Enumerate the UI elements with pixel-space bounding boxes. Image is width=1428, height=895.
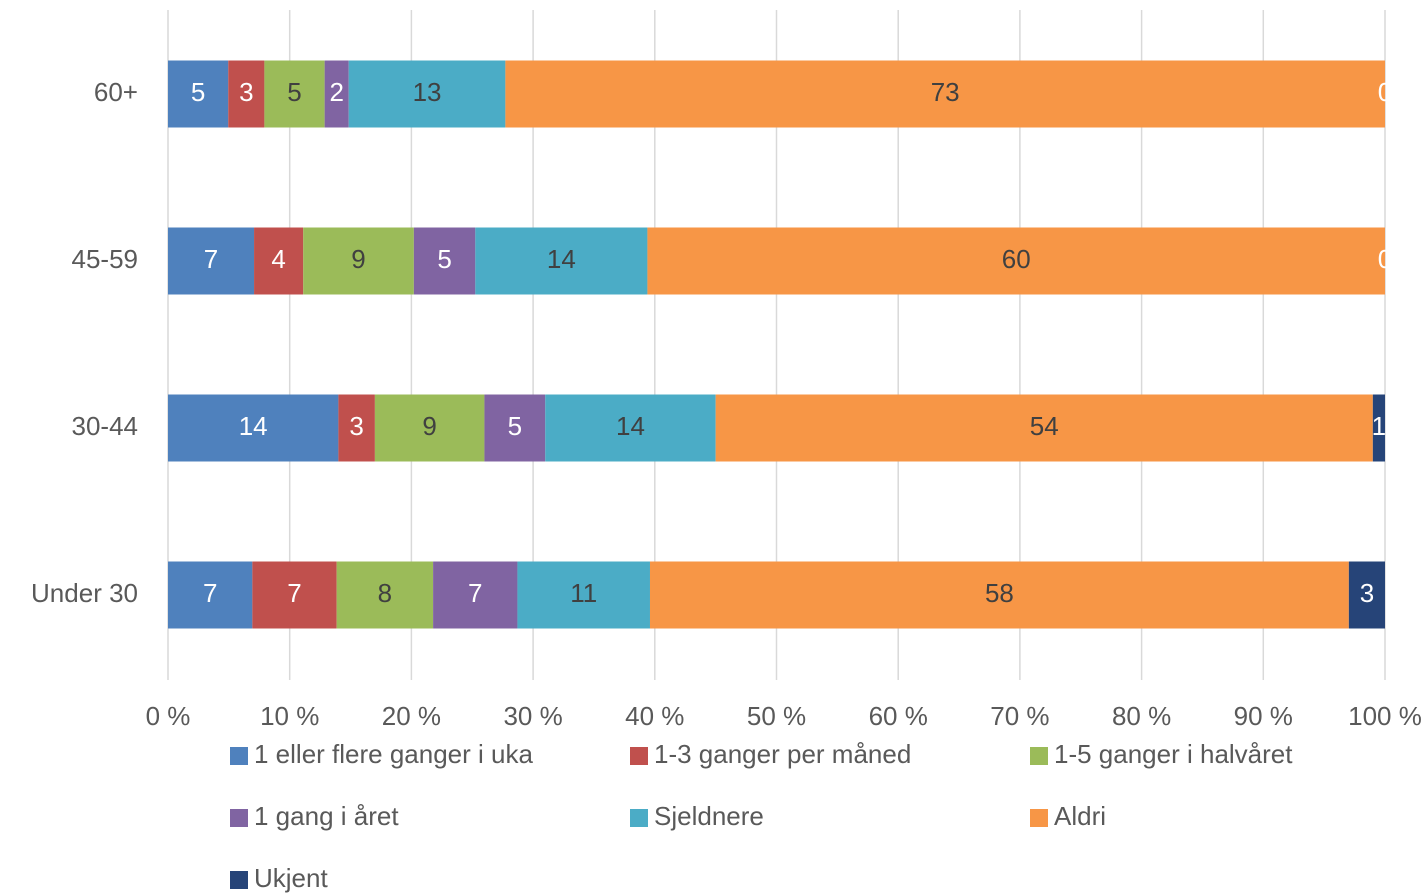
data-label: 54: [1030, 411, 1059, 441]
data-label: 5: [287, 77, 301, 107]
x-tick-label: 70 %: [990, 701, 1049, 731]
legend-swatch: [1030, 809, 1048, 827]
legend-swatch: [630, 747, 648, 765]
legend-label: Ukjent: [254, 863, 328, 893]
bar-segment: [252, 561, 337, 629]
bar-segment: [715, 394, 1373, 462]
data-label: 7: [203, 578, 217, 608]
x-tick-label: 30 %: [503, 701, 562, 731]
data-label: 2: [329, 77, 343, 107]
data-label: 1: [1372, 411, 1386, 441]
legend-swatch: [230, 871, 248, 889]
data-label: 5: [191, 77, 205, 107]
legend-label: Sjeldnere: [654, 801, 764, 831]
x-tick-label: 10 %: [260, 701, 319, 731]
data-label: 4: [271, 244, 285, 274]
legend-swatch: [230, 809, 248, 827]
bar-segment: [545, 394, 716, 462]
bar-segment: [348, 60, 506, 128]
x-tick-label: 90 %: [1234, 701, 1293, 731]
data-label: 7: [468, 578, 482, 608]
bar-segment: [338, 394, 375, 462]
bar-segment: [484, 394, 546, 462]
y-tick-label: 30-44: [72, 411, 139, 441]
bar-segment: [1372, 394, 1385, 462]
legend-swatch: [230, 747, 248, 765]
data-label: 11: [570, 578, 597, 608]
data-label: 3: [239, 77, 253, 107]
legend-swatch: [630, 809, 648, 827]
x-tick-label: 60 %: [869, 701, 928, 731]
legend-swatch: [1030, 747, 1048, 765]
bar-segment: [517, 561, 650, 629]
bar-segment: [1348, 561, 1385, 629]
bar-segment: [324, 60, 349, 128]
data-label: 7: [204, 244, 218, 274]
bar-segment: [336, 561, 434, 629]
data-label: 7: [287, 578, 301, 608]
x-tick-label: 20 %: [382, 701, 441, 731]
bar-segment: [168, 60, 229, 128]
bar-segment: [168, 394, 339, 462]
bar-segment: [649, 561, 1349, 629]
x-tick-label: 40 %: [625, 701, 684, 731]
data-label: 9: [422, 411, 436, 441]
y-tick-label: 60+: [94, 77, 138, 107]
x-tick-label: 50 %: [747, 701, 806, 731]
y-tick-label: Under 30: [31, 578, 138, 608]
legend-label: 1 gang i året: [254, 801, 399, 831]
x-tick-label: 100 %: [1348, 701, 1422, 731]
legend-label: Aldri: [1054, 801, 1106, 831]
bar-segment: [433, 561, 518, 629]
data-label: 60: [1002, 244, 1031, 274]
x-tick-label: 0 %: [146, 701, 191, 731]
bar-segment: [413, 227, 476, 295]
data-label: 9: [351, 244, 365, 274]
bar-segment: [505, 60, 1386, 128]
bar-segment: [374, 394, 485, 462]
bar-segment: [303, 227, 414, 295]
bar-segment: [647, 227, 1385, 295]
data-label: 5: [437, 244, 451, 274]
data-label: 8: [378, 578, 392, 608]
data-label: 3: [349, 411, 363, 441]
legend-label: 1 eller flere ganger i uka: [254, 739, 533, 769]
legend-label: 1-3 ganger per måned: [654, 739, 911, 769]
bar-segment: [168, 227, 255, 295]
data-label: 73: [931, 77, 960, 107]
data-label: 0: [1378, 77, 1392, 107]
data-label: 13: [413, 77, 442, 107]
y-tick-label: 45-59: [72, 244, 139, 274]
bar-segment: [264, 60, 325, 128]
bar-segment: [475, 227, 648, 295]
bar-segment: [168, 561, 253, 629]
legend-label: 1-5 ganger i halvåret: [1054, 739, 1293, 769]
x-tick-label: 80 %: [1112, 701, 1171, 731]
bar-segment: [254, 227, 304, 295]
data-label: 3: [1360, 578, 1374, 608]
data-label: 0: [1378, 244, 1392, 274]
data-label: 14: [547, 244, 576, 274]
data-label: 58: [985, 578, 1014, 608]
bar-segment: [228, 60, 265, 128]
data-label: 5: [508, 411, 522, 441]
data-label: 14: [239, 411, 268, 441]
data-label: 14: [616, 411, 645, 441]
